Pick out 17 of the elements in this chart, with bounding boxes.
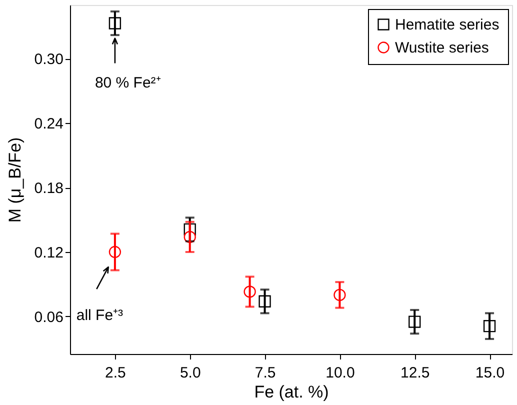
y-tick-label: 0.18 xyxy=(34,180,64,198)
annotation: all Fe⁺³ xyxy=(76,307,124,324)
x-tick-label: 5.0 xyxy=(180,364,201,382)
legend-label: Wustite series xyxy=(395,40,489,56)
x-tick-label: 10.0 xyxy=(326,364,355,382)
legend-label: Hematite series xyxy=(395,16,500,34)
x-tick-label: 7.5 xyxy=(254,364,276,382)
y-tick-label: 0.24 xyxy=(34,116,64,133)
x-tick-label: 2.5 xyxy=(105,364,126,382)
x-tick-label: 12.5 xyxy=(400,364,430,382)
y-tick-label: 0.06 xyxy=(34,308,64,326)
annotation: 80 % Fe²⁺ xyxy=(94,74,161,92)
x-tick-label: 15.0 xyxy=(475,364,505,382)
y-tick-label: 0.12 xyxy=(34,244,64,262)
y-tick-label: 0.30 xyxy=(34,51,64,68)
x-axis-title: Fe (at. %) xyxy=(254,382,329,402)
y-axis-title: M (μ_B/Fe) xyxy=(5,137,24,223)
